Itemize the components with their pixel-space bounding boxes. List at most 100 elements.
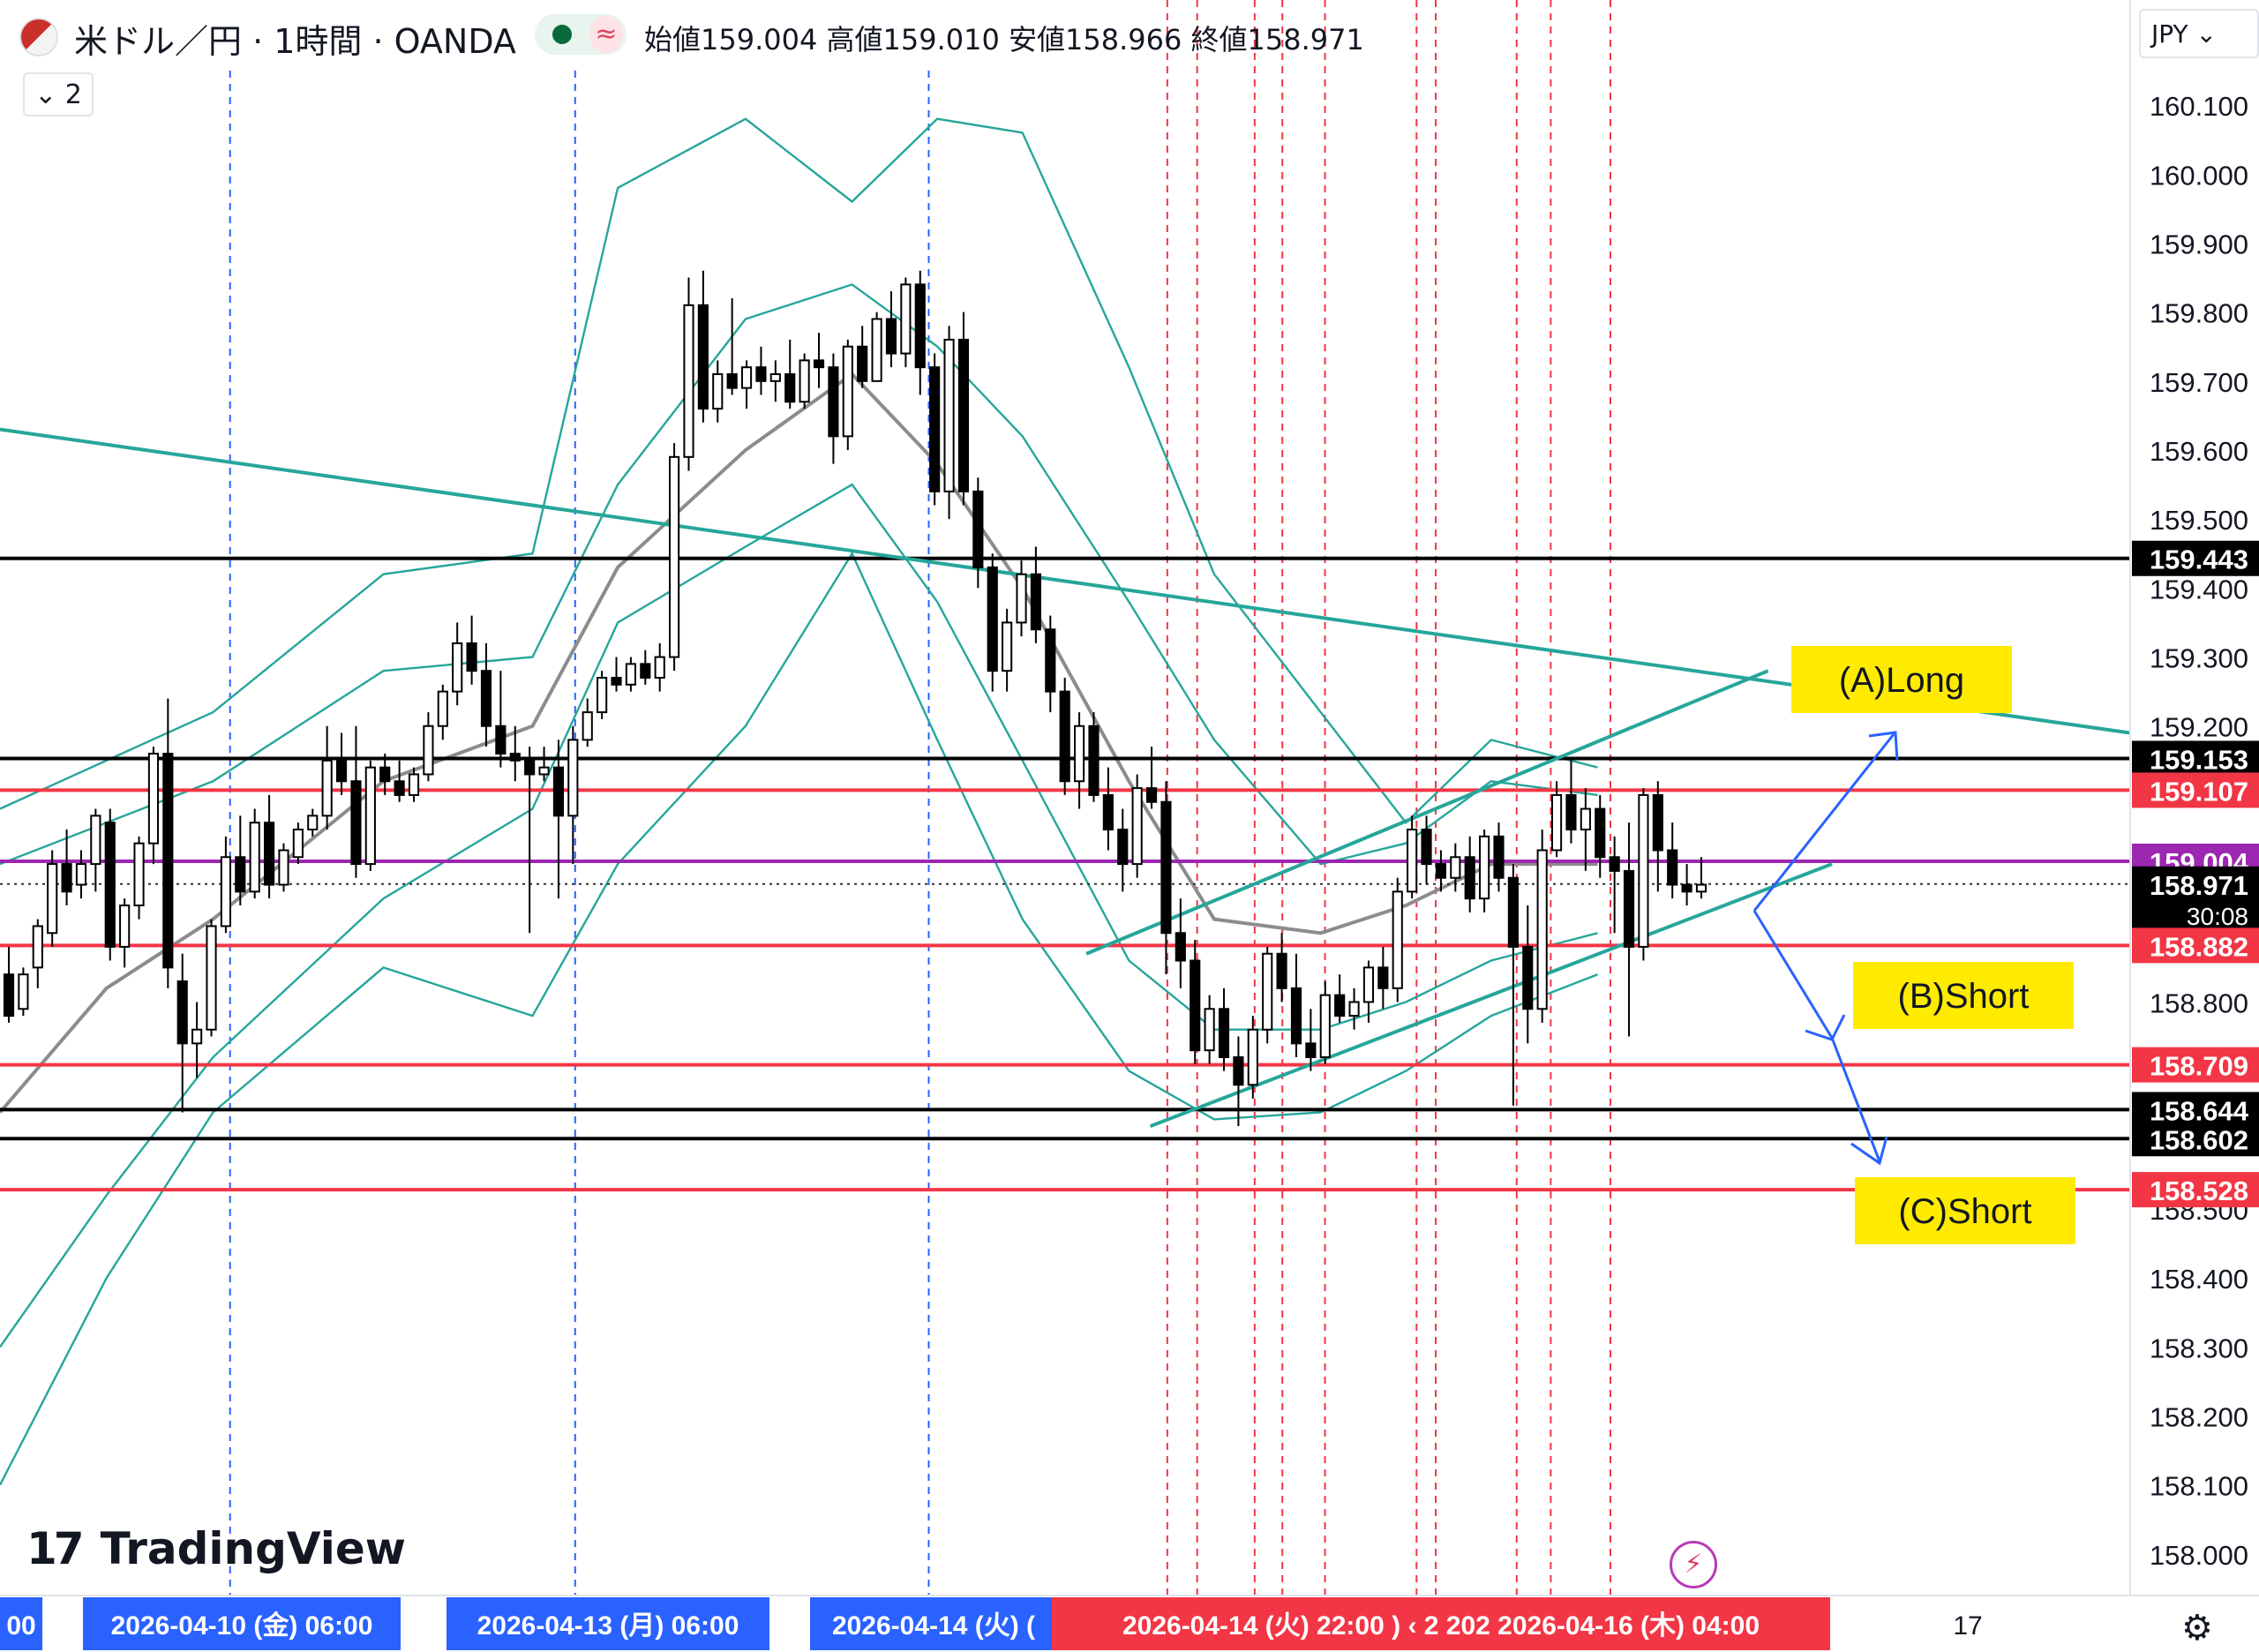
candle (1233, 1036, 1244, 1127)
candle (350, 725, 362, 878)
candle (755, 346, 767, 395)
candle-body (1102, 793, 1114, 831)
candle (1045, 615, 1056, 713)
currency-select[interactable]: JPY ⌄ (2139, 9, 2259, 58)
time-label: 2026-04-10 (金) 06:00 (83, 1597, 401, 1650)
symbol-title[interactable]: 米ドル／円 · 1時間 · OANDA (74, 22, 516, 61)
time-label-bg (83, 1597, 401, 1650)
candle-body (1045, 628, 1056, 693)
candle-body (740, 366, 753, 389)
candle (1319, 981, 1331, 1064)
status-badge[interactable]: ≈ (535, 14, 627, 55)
candle-body (784, 373, 796, 403)
candle-body (495, 725, 507, 755)
candle-body (1362, 966, 1375, 1003)
time-label: 2026-04-13 (月) 06:00 (447, 1597, 769, 1650)
candle-body (452, 642, 463, 693)
candle (452, 622, 463, 706)
candle-body (350, 780, 362, 866)
price-label-bg (2132, 866, 2259, 934)
candle (712, 360, 724, 423)
time-label-text: 00 (6, 1611, 35, 1641)
candle (321, 725, 333, 830)
candle (61, 830, 72, 905)
arrow-short-head-b (1805, 1014, 1846, 1041)
lightning-icon[interactable]: ⚡ (1670, 1541, 1717, 1588)
candle-body (1262, 952, 1273, 1031)
candle-body (1464, 856, 1475, 900)
indicator-toggle-button[interactable]: ⌄ 2 (23, 72, 94, 116)
candle (1595, 794, 1606, 878)
candle-body (813, 359, 825, 369)
candle (929, 353, 941, 506)
candle-body (3, 973, 15, 1017)
candle-body (1623, 869, 1635, 948)
price-label: 158.602 (2132, 1121, 2259, 1157)
candle (307, 808, 319, 837)
candle (495, 671, 507, 768)
candle (1074, 712, 1085, 809)
candle (423, 712, 434, 782)
time-label-text: 2026-04-14 (火) 22:00 ) ‹ 2 202 2026-04-1… (1122, 1611, 1760, 1641)
arrow-short-head-c (1850, 1136, 1888, 1166)
candle-body (943, 338, 955, 492)
candle (1030, 546, 1041, 643)
candle-body (1407, 829, 1418, 893)
candle (1377, 946, 1389, 1010)
candle (1652, 781, 1663, 892)
flag-icon (19, 18, 58, 56)
candle (1407, 815, 1418, 899)
candle-body (611, 677, 622, 686)
price-tick: 159.900 (2150, 229, 2248, 259)
candle (1002, 608, 1013, 692)
candle-body (1493, 835, 1505, 879)
price-label-text: 159.153 (2150, 744, 2248, 775)
candle-body (379, 766, 391, 783)
candle-body (929, 366, 941, 492)
candle-body (769, 373, 781, 382)
bollinger-lower1 (0, 483, 1598, 1348)
candle (1522, 905, 1534, 1044)
candle (335, 732, 348, 795)
candle-body (712, 373, 724, 410)
price-tick: 158.200 (2150, 1402, 2248, 1433)
candle-body (1667, 849, 1678, 886)
candle (364, 760, 376, 871)
candle (1609, 836, 1620, 934)
candle (1479, 830, 1490, 912)
bollinger-upper1 (0, 283, 1598, 866)
settings-icon[interactable]: ⚙ (2181, 1608, 2213, 1648)
price-tick: 158.000 (2150, 1540, 2248, 1571)
candle (1638, 788, 1649, 961)
time-label: 2026-04-14 (火) ( (810, 1597, 1057, 1650)
price-label: 158.528 (2132, 1172, 2259, 1208)
arrow-short (1752, 910, 1881, 1162)
price-tick: 159.500 (2150, 505, 2248, 536)
time-axis: 00 2026-04-10 (金) 06:00 2026-04-13 (月) 06:… (0, 1595, 2259, 1652)
candle-body (1002, 621, 1013, 672)
candle (119, 898, 131, 968)
candle (1190, 940, 1201, 1064)
candle (1421, 815, 1432, 885)
candle (987, 553, 998, 692)
time-label-bg (1052, 1597, 1830, 1650)
candle (292, 822, 304, 865)
candle-body (582, 711, 593, 741)
candle-body (509, 753, 521, 762)
candle (1550, 781, 1563, 858)
candle-body (1204, 1008, 1215, 1052)
candle-body (1334, 994, 1346, 1017)
candle-body (249, 822, 260, 893)
candle-body (900, 283, 912, 355)
scenario-label: (B)Short (1853, 962, 2074, 1029)
price-tick: 158.100 (2150, 1471, 2248, 1502)
candle-body (1233, 1056, 1244, 1086)
candle-body (75, 863, 87, 886)
candle (552, 740, 565, 899)
candle-body (1190, 959, 1201, 1052)
candle (625, 657, 636, 692)
candle-body (669, 455, 680, 658)
candle-body (220, 856, 231, 927)
